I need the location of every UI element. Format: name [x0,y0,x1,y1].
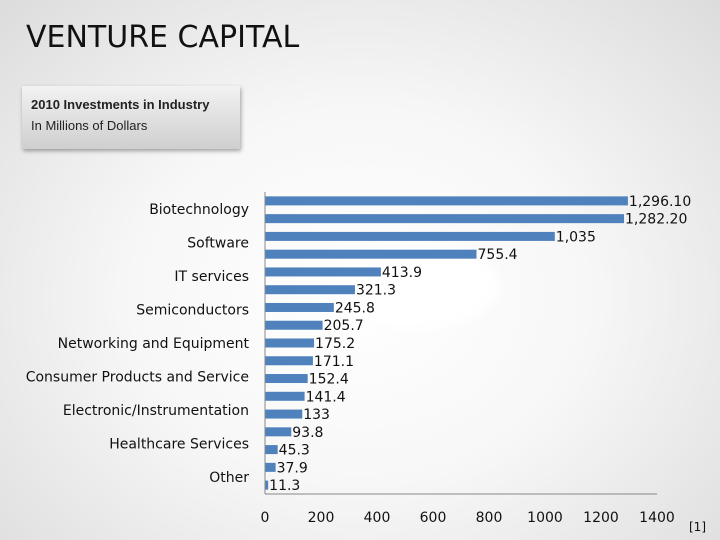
category-label-2: IT services [174,269,249,285]
x-tick-label-2: 400 [364,510,391,526]
value-label-7: 205.7 [324,318,364,334]
value-label-4: 413.9 [382,265,422,281]
value-label-13: 93.8 [292,425,323,441]
bar-1 [265,214,625,224]
value-label-10: 152.4 [309,372,349,388]
x-tick-label-5: 1000 [527,510,563,526]
value-label-14: 45.3 [279,443,310,459]
bar-10 [265,374,308,384]
x-tick-label-4: 800 [476,510,503,526]
bar-6 [265,302,334,312]
x-tick-label-0: 0 [261,510,270,526]
category-label-8: Other [209,470,249,486]
x-tick-label-3: 600 [420,510,447,526]
category-label-5: Consumer Products and Service [26,370,249,386]
bar-3 [265,249,477,259]
value-label-16: 11.3 [269,478,300,494]
value-label-8: 175.2 [315,336,355,352]
x-tick-label-1: 200 [308,510,335,526]
bar-9 [265,356,313,366]
value-label-12: 133 [303,407,330,423]
bar-0 [265,196,628,206]
category-label-0: Biotechnology [149,202,249,218]
bar-14 [265,445,278,455]
bar-8 [265,338,315,348]
value-label-15: 37.9 [277,460,308,476]
bar-12 [265,409,303,419]
page-title: VENTURE CAPITAL [26,20,300,55]
category-label-1: Software [187,235,249,251]
bar-7 [265,320,323,330]
subtitle-line-2: In Millions of Dollars [31,118,148,133]
subtitle-box: 2010 Investments in Industry In Millions… [22,86,240,149]
subtitle-line-1: 2010 Investments in Industry [31,97,210,112]
bar-11 [265,391,305,401]
bar-2 [265,231,555,241]
footnote: [1] [689,520,706,534]
value-label-9: 171.1 [314,354,354,370]
category-label-7: Healthcare Services [109,437,249,453]
category-label-3: Semiconductors [136,302,249,318]
value-label-0: 1,296.10 [629,194,691,210]
category-label-4: Networking and Equipment [58,336,250,352]
x-tick-label-7: 1400 [639,510,675,526]
value-label-6: 245.8 [335,300,375,316]
bar-13 [265,427,292,437]
value-label-1: 1,282.20 [625,212,687,228]
x-tick-label-6: 1200 [583,510,619,526]
value-label-3: 755.4 [478,247,518,263]
bar-5 [265,285,355,295]
value-label-2: 1,035 [556,229,596,245]
value-label-5: 321.3 [356,283,396,299]
bar-4 [265,267,381,277]
bar-16 [265,480,269,490]
bar-15 [265,462,276,472]
category-label-6: Electronic/Instrumentation [63,403,249,419]
value-label-11: 141.4 [306,389,346,405]
